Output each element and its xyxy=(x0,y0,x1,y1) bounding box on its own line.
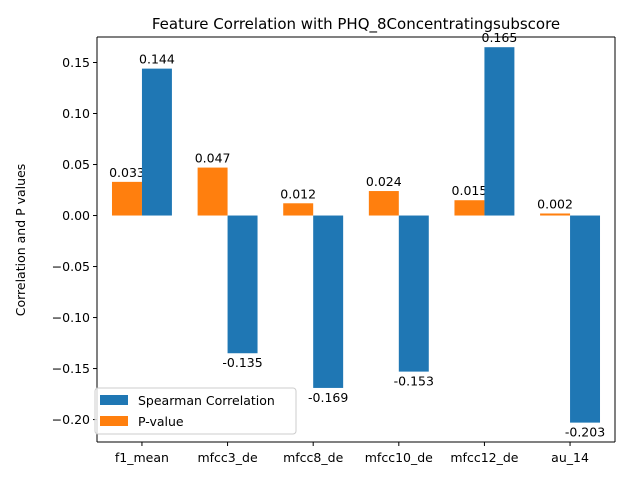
data-label-spearman: 0.165 xyxy=(482,30,518,45)
data-label-spearman: -0.135 xyxy=(222,355,262,370)
bar-pvalue xyxy=(111,181,142,216)
x-tick-label: mfcc12_de xyxy=(450,450,518,465)
legend-label-pvalue: P-value xyxy=(138,414,184,429)
data-label-pvalue: 0.015 xyxy=(452,183,488,198)
y-tick-label: −0.20 xyxy=(52,412,90,427)
y-tick-label: −0.15 xyxy=(52,361,90,376)
x-tick-label: au_14 xyxy=(551,450,589,465)
y-tick-label: 0.10 xyxy=(62,106,90,121)
data-label-pvalue: 0.002 xyxy=(537,196,573,211)
data-label-pvalue: 0.012 xyxy=(280,186,316,201)
bar-spearman xyxy=(484,47,515,216)
bar-pvalue xyxy=(368,191,399,216)
legend-swatch-spearman xyxy=(100,395,128,405)
bar-pvalue xyxy=(540,213,571,216)
plot-area: 0.15 0.10 0.05 0.00 −0.05 −0.10 −0.15 −0.20 f1_m… xyxy=(52,30,616,465)
data-label-spearman: -0.169 xyxy=(308,390,348,405)
bar-pvalue xyxy=(454,200,485,216)
y-tick-label: 0.15 xyxy=(62,55,90,70)
y-tick-label: 0.05 xyxy=(62,157,90,172)
y-tick-label: 0.00 xyxy=(62,208,90,223)
data-label-pvalue: 0.047 xyxy=(195,151,231,166)
bar-spearman xyxy=(313,215,344,388)
legend: Spearman Correlation P-value xyxy=(94,387,297,435)
x-tick-label: mfcc3_de xyxy=(197,450,257,465)
bar-spearman xyxy=(398,215,429,372)
y-tick-label: −0.05 xyxy=(52,259,90,274)
bar-pvalue xyxy=(283,203,314,216)
x-tick-label: mfcc8_de xyxy=(283,450,343,465)
legend-swatch-pvalue xyxy=(100,416,128,426)
bar-spearman xyxy=(570,215,601,423)
data-label-pvalue: 0.033 xyxy=(109,165,145,180)
bar-spearman xyxy=(141,68,172,216)
legend-label-spearman: Spearman Correlation xyxy=(138,393,275,408)
data-label-spearman: -0.153 xyxy=(394,374,434,389)
data-label-pvalue: 0.024 xyxy=(366,174,402,189)
bar-spearman xyxy=(227,215,258,354)
x-tick-label: mfcc10_de xyxy=(365,450,433,465)
x-tick-label: f1_mean xyxy=(115,450,169,465)
y-axis-label: Correlation and P values xyxy=(13,164,28,317)
legend-frame xyxy=(94,387,297,435)
y-tick-label: −0.10 xyxy=(52,310,90,325)
bar-pvalue xyxy=(197,167,228,216)
chart-title: Feature Correlation with PHQ_8Concentrat… xyxy=(152,15,560,34)
data-label-spearman: 0.144 xyxy=(139,52,175,67)
data-label-spearman: -0.203 xyxy=(565,425,605,440)
